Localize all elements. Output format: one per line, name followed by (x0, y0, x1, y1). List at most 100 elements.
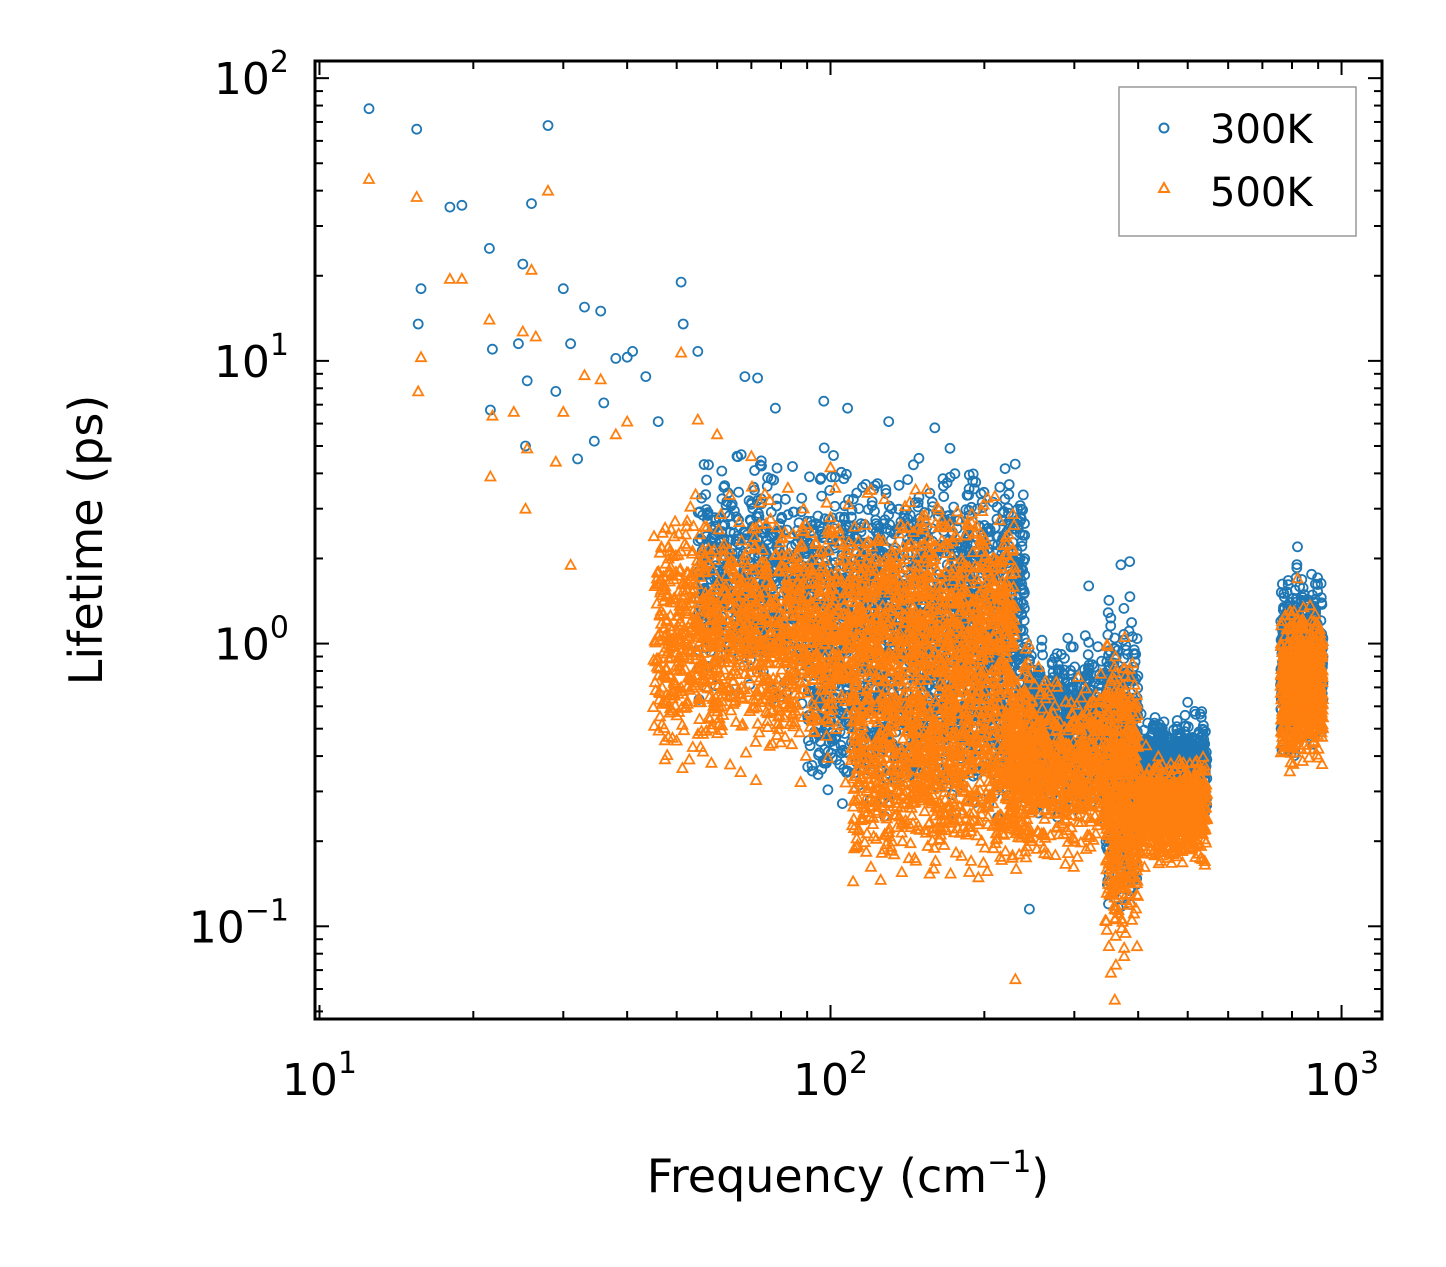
data-point-300k (1016, 535, 1028, 547)
data-point-300k (1124, 591, 1136, 603)
data-point-300k (1082, 649, 1094, 661)
data-point-300k (719, 519, 731, 531)
data-point-300k (829, 740, 840, 751)
data-point-300k (814, 473, 826, 485)
data-point-300k (702, 510, 714, 521)
data-point-300k (726, 519, 738, 531)
data-point-300k (857, 481, 868, 493)
data-point-300k (961, 537, 973, 548)
data-point-300k (937, 473, 949, 485)
data-point-300k (1019, 603, 1030, 614)
data-point-300k (908, 459, 919, 471)
data-point-300k (718, 481, 730, 493)
data-point-300k (963, 483, 975, 495)
data-point-300k (809, 732, 820, 744)
data-point-300k (961, 489, 973, 501)
data-point-300k (826, 471, 837, 483)
data-point-300k (1065, 669, 1077, 680)
data-point-300k (1059, 652, 1070, 664)
data-point-300k (816, 490, 828, 502)
data-point-300k (938, 480, 949, 492)
data-point-300k (839, 500, 851, 512)
data-point-300k (751, 511, 762, 523)
data-point-300k (944, 471, 956, 483)
data-point-300k (886, 503, 898, 515)
data-point-300k (1052, 666, 1064, 678)
data-point-300k (902, 474, 914, 486)
data-point-300k (698, 459, 710, 470)
data-point-300k (701, 504, 712, 515)
data-point-300k (735, 449, 747, 461)
data-point-300k (841, 468, 852, 480)
data-point-300k (822, 784, 834, 796)
data-point-300k (893, 503, 905, 515)
data-point-300k (703, 459, 714, 471)
data-point-300k (797, 536, 809, 547)
data-point-300k (796, 492, 808, 504)
data-point-300k (1092, 641, 1104, 653)
data-point-300k (1051, 648, 1063, 659)
data-point-300k (839, 511, 850, 523)
data-point-300k (893, 479, 905, 491)
data-point-300k (1009, 458, 1021, 470)
data-point-300k (1018, 615, 1030, 626)
data-point-300k (828, 450, 839, 461)
data-point-300k (782, 509, 794, 521)
data-point-300k (837, 798, 848, 809)
data-point-300k (1016, 540, 1028, 552)
data-point-300k (1036, 634, 1048, 646)
data-point-300k (851, 487, 863, 499)
data-point-300k (873, 522, 885, 534)
data-point-300k (1179, 709, 1191, 721)
data-point-300k (756, 460, 767, 472)
data-point-300k (1003, 479, 1015, 490)
data-point-300k (1118, 603, 1130, 614)
data-point-300k (818, 442, 830, 454)
data-point-300k (812, 510, 824, 522)
data-point-300k (701, 531, 712, 542)
data-point-300k (810, 518, 822, 529)
data-point-300k (1019, 553, 1031, 565)
data-point-300k (1003, 488, 1015, 500)
data-point-300k (1034, 666, 1045, 678)
data-point-300k (879, 514, 891, 526)
data-point-300k (804, 471, 815, 483)
data-point-300k (1037, 649, 1048, 661)
data-point-300k (978, 486, 990, 498)
data-point-300k (866, 500, 878, 512)
data-point-300k (869, 505, 880, 517)
data-point-300k (1016, 579, 1028, 590)
data-point-300k (804, 740, 816, 752)
data-point-300k (1103, 594, 1115, 606)
data-point-300k (701, 474, 712, 486)
data-point-300k (708, 529, 720, 541)
data-point-300k (787, 461, 798, 472)
data-point-300k (724, 526, 736, 538)
data-point-300k (984, 524, 996, 536)
data-point-300k (1036, 641, 1047, 653)
data-point-300k (692, 535, 704, 547)
data-point-300k (1067, 641, 1079, 653)
data-point-300k (944, 442, 956, 454)
data-point-300k (970, 476, 982, 488)
data-point-300k (994, 481, 1006, 493)
data-point-300k (1014, 568, 1026, 580)
data-point-300k (872, 520, 883, 532)
data-point-300k (716, 465, 728, 477)
data-point-300k (824, 484, 836, 496)
data-points (362, 103, 1330, 1005)
data-point-300k (771, 500, 782, 512)
data-point-300k (771, 462, 783, 474)
data-point-300k (1017, 489, 1029, 501)
data-point-300k (813, 749, 824, 761)
data-point-300k (1062, 632, 1074, 644)
data-point-300k (999, 463, 1011, 475)
data-point-300k (938, 491, 950, 503)
data-point-300k (834, 511, 846, 523)
data-point-300k (913, 452, 925, 464)
data-point-300k (1126, 617, 1137, 628)
data-point-300k (766, 531, 778, 543)
data-point-300k (968, 483, 980, 495)
data-point-300k (765, 473, 777, 485)
